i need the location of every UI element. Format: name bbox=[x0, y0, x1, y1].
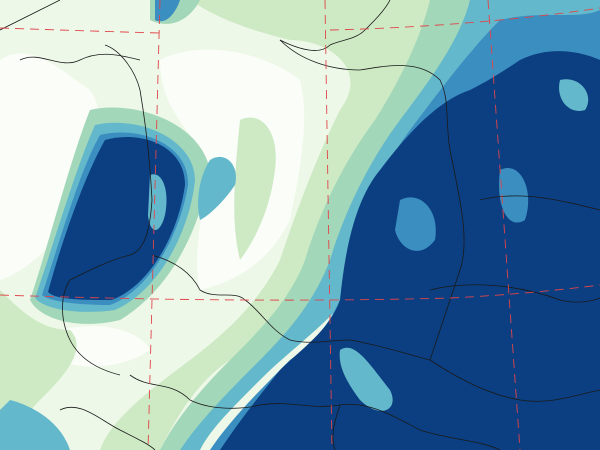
precipitation-map bbox=[0, 0, 600, 450]
lat-lon-gridlines bbox=[0, 0, 600, 450]
country-borders bbox=[0, 0, 600, 450]
